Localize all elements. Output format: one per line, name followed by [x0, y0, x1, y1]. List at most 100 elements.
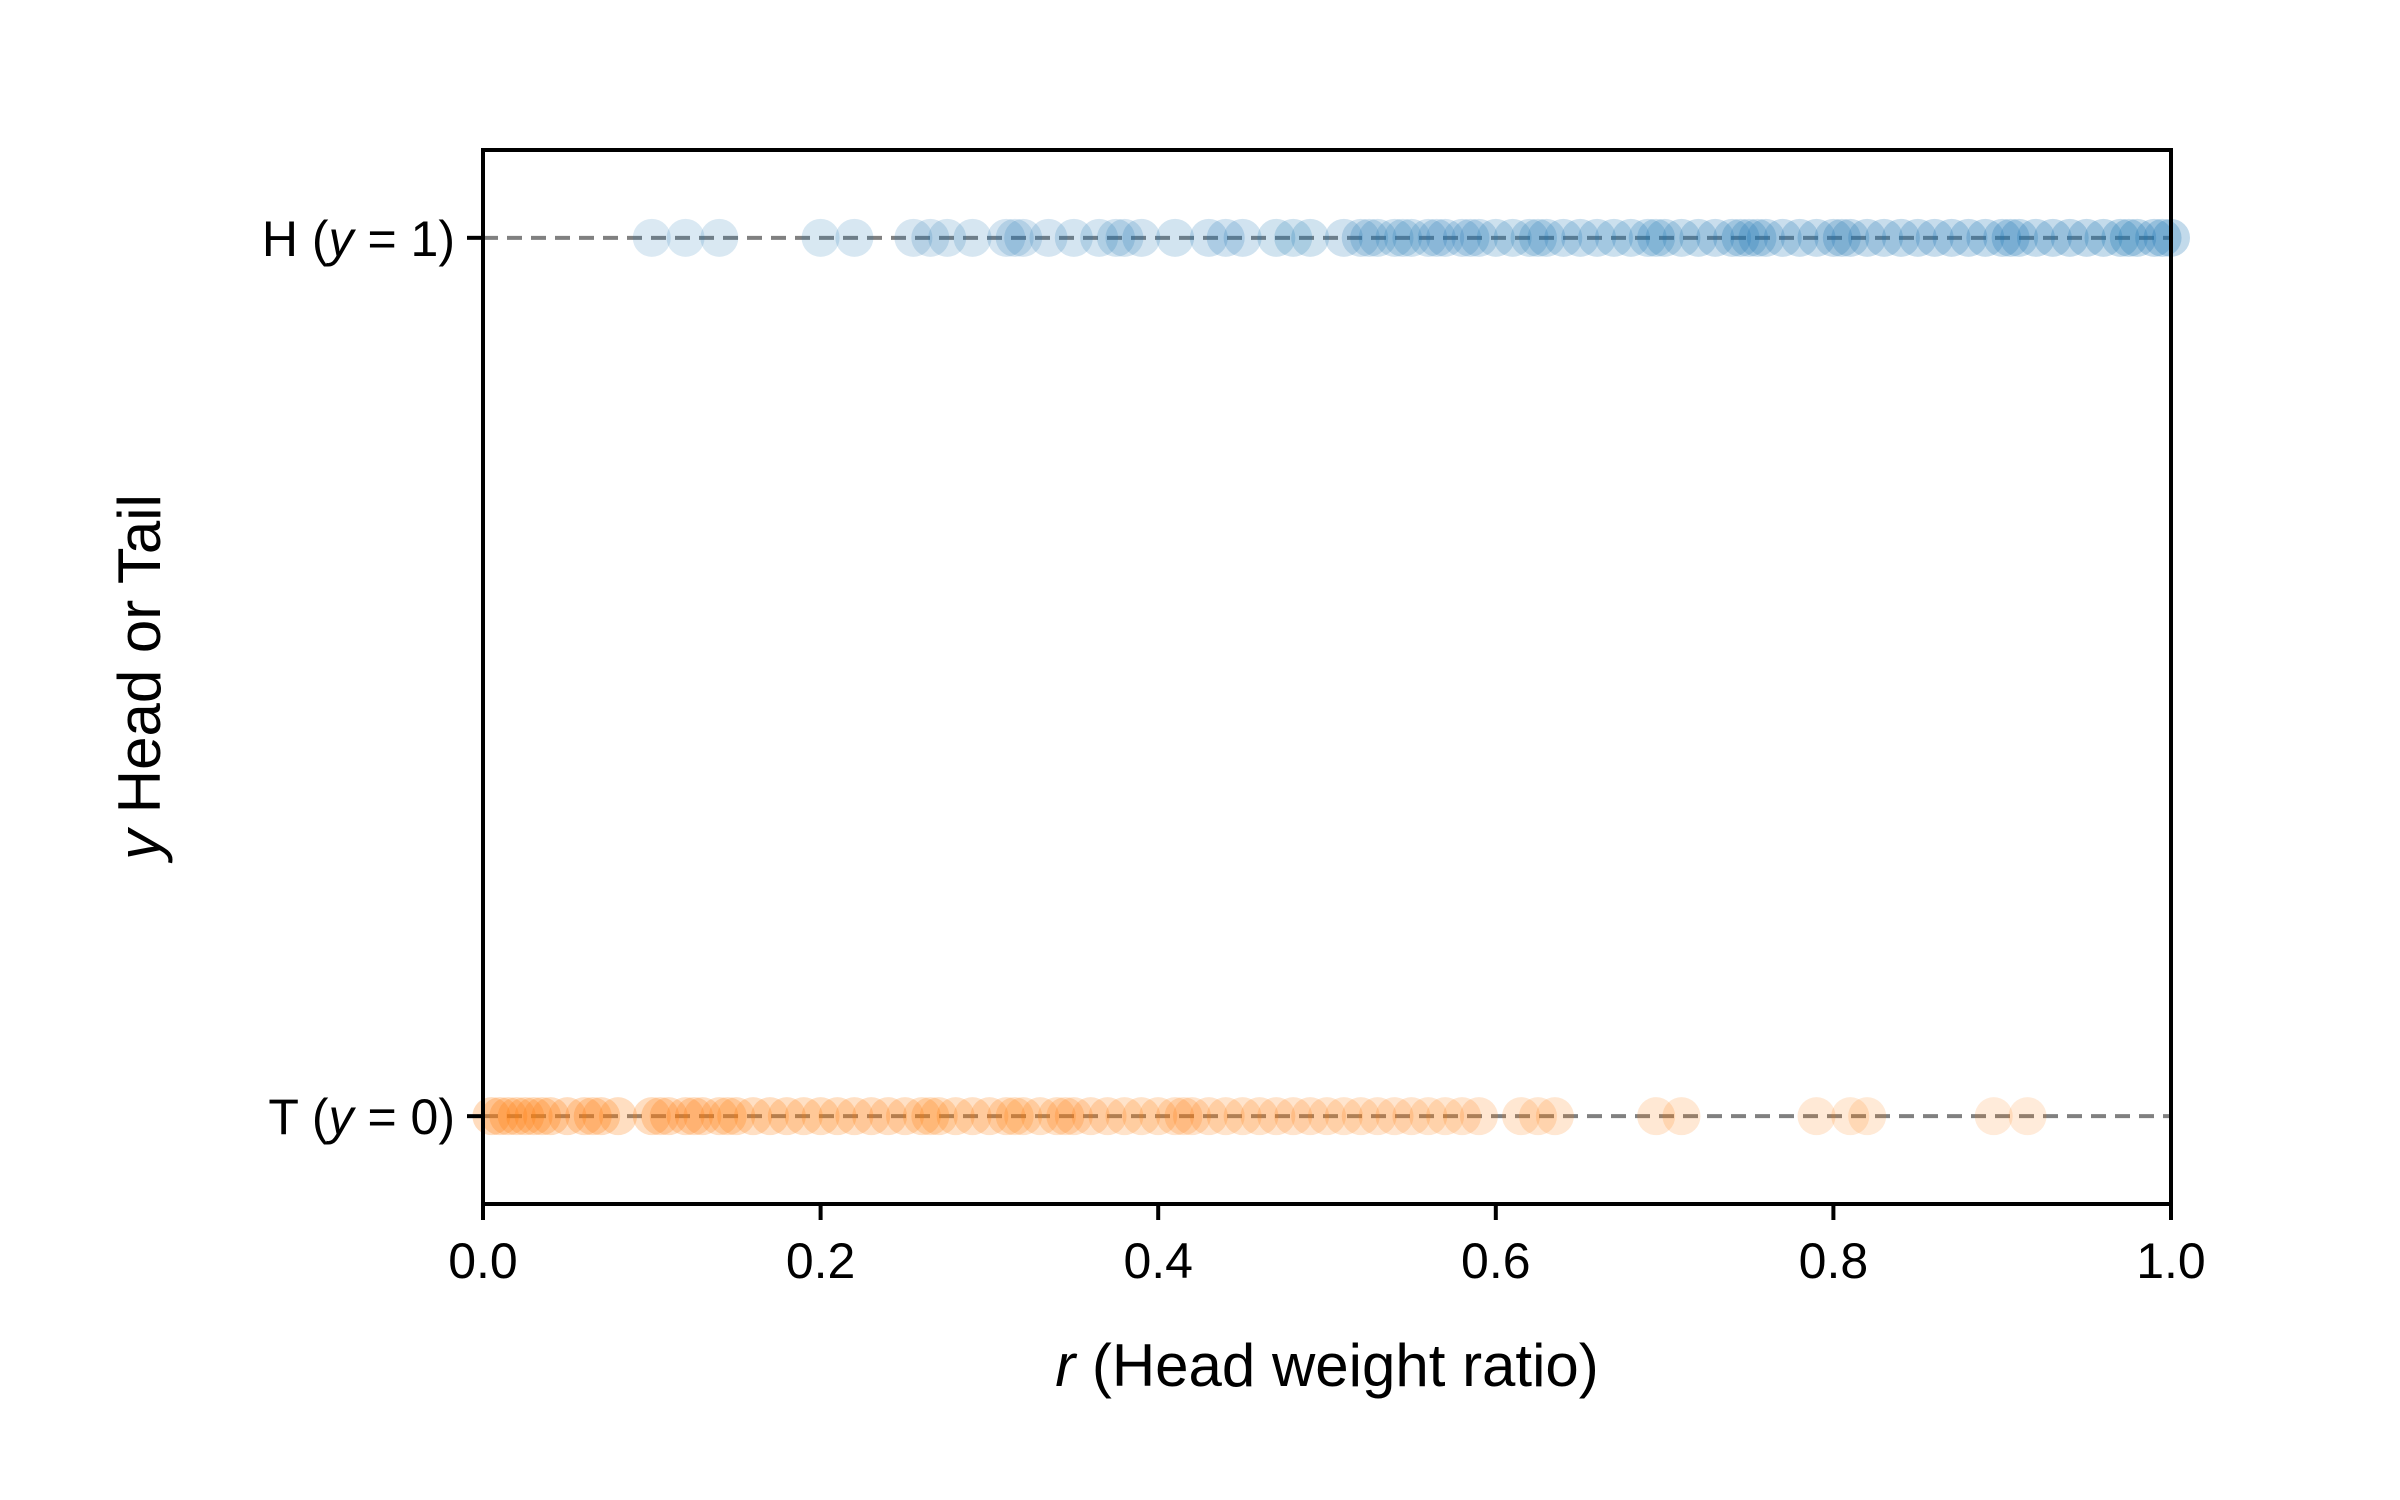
data-point-y0 [1409, 1097, 1448, 1136]
data-point-y0 [523, 1097, 562, 1136]
data-point-y0 [531, 1097, 570, 1136]
data-point-y0 [1974, 1097, 2013, 1136]
data-points [472, 218, 2190, 1136]
data-point-y1 [1409, 218, 1448, 257]
data-point-y0 [573, 1097, 612, 1136]
data-point-y1 [2050, 218, 2089, 257]
data-point-y0 [1037, 1097, 1076, 1136]
data-point-y0 [1004, 1097, 1043, 1136]
y-tick-label-variable: y [326, 211, 357, 267]
data-point-y1 [1291, 218, 1330, 257]
data-point-y1 [1578, 218, 1617, 257]
data-point-y0 [734, 1097, 773, 1136]
data-point-y0 [675, 1097, 713, 1136]
y-tick-label-suffix: = 1) [354, 211, 455, 267]
data-point-y1 [1637, 218, 1676, 257]
data-point-y1 [1983, 218, 2022, 257]
data-point-y1 [1991, 218, 2030, 257]
data-point-y1 [1527, 218, 1566, 257]
data-point-y1 [1451, 218, 1490, 257]
data-point-y0 [641, 1097, 680, 1136]
data-point-y0 [489, 1097, 528, 1136]
data-point-y0 [1291, 1097, 1330, 1136]
data-point-y1 [835, 218, 874, 257]
data-point-y1 [1561, 218, 1600, 257]
data-point-y0 [666, 1097, 705, 1136]
data-point-y1 [1645, 218, 1684, 257]
data-point-y1 [1358, 218, 1397, 257]
data-point-y1 [1738, 218, 1777, 257]
data-point-y0 [649, 1097, 688, 1136]
data-point-y1 [2109, 218, 2148, 257]
reference-lines [483, 235, 2171, 1119]
data-point-y1 [700, 218, 739, 257]
data-point-y0 [506, 1097, 545, 1136]
data-point-y1 [1966, 218, 2005, 257]
data-point-y1 [1392, 218, 1431, 257]
data-point-y1 [1898, 218, 1937, 257]
x-axis-label: r (Head weight ratio) [1055, 1332, 1599, 1399]
data-point-y0 [1831, 1097, 1870, 1136]
data-point-y0 [869, 1097, 908, 1136]
data-point-y0 [2008, 1097, 2047, 1136]
data-point-y0 [1206, 1097, 1245, 1136]
data-point-y1 [1510, 218, 1549, 257]
data-point-y1 [1763, 218, 1802, 257]
data-point-y1 [1822, 218, 1861, 257]
data-point-y0 [1308, 1097, 1346, 1136]
data-point-y0 [497, 1097, 536, 1136]
data-point-y1 [666, 218, 705, 257]
data-point-y1 [953, 218, 992, 257]
y-tick-label: T (y = 0) [268, 1089, 455, 1145]
data-point-y0 [1088, 1097, 1127, 1136]
data-point-y1 [1544, 218, 1583, 257]
data-point-y0 [1189, 1097, 1228, 1136]
data-point-y0 [1071, 1097, 1110, 1136]
data-point-y0 [1046, 1097, 1085, 1136]
data-point-y1 [894, 218, 933, 257]
data-point-y0 [852, 1097, 891, 1136]
data-point-y0 [1054, 1097, 1093, 1136]
data-point-y1 [1721, 218, 1760, 257]
data-point-y1 [1080, 218, 1119, 257]
data-point-y0 [1105, 1097, 1144, 1136]
data-point-y1 [1417, 218, 1456, 257]
data-point-y1 [1004, 218, 1043, 257]
data-point-y1 [987, 218, 1026, 257]
y-axis-label-variable: y [106, 826, 173, 864]
data-point-y0 [1392, 1097, 1431, 1136]
data-point-y1 [2016, 218, 2055, 257]
data-point-y0 [1797, 1097, 1836, 1136]
data-point-y1 [1341, 218, 1380, 257]
data-point-y1 [1780, 218, 1819, 257]
data-point-y0 [784, 1097, 823, 1136]
data-point-y0 [835, 1097, 874, 1136]
data-point-y0 [599, 1097, 638, 1136]
plot-frame [481, 148, 2173, 1206]
x-tick-label: 1.0 [2136, 1233, 2206, 1289]
data-point-y1 [1932, 218, 1971, 257]
data-point-y1 [1881, 218, 1920, 257]
data-point-y0 [801, 1097, 840, 1136]
y-tick-label-prefix: T ( [268, 1089, 329, 1145]
data-point-y1 [1105, 218, 1144, 257]
data-point-y1 [1054, 218, 1093, 257]
data-point-y1 [2118, 218, 2157, 257]
data-point-y0 [1358, 1097, 1397, 1136]
data-point-y1 [2000, 218, 2039, 257]
data-point-y1 [1324, 218, 1363, 257]
data-point-y1 [1696, 218, 1735, 257]
data-point-y1 [1797, 218, 1836, 257]
data-point-y1 [1814, 218, 1853, 257]
data-point-y0 [987, 1097, 1026, 1136]
data-point-y1 [2101, 218, 2140, 257]
data-point-y1 [1029, 218, 1068, 257]
data-point-y1 [2067, 218, 2106, 257]
data-point-y1 [1375, 218, 1414, 257]
x-tick-label: 0.8 [1799, 1233, 1869, 1289]
data-point-y1 [1383, 218, 1422, 257]
data-point-y1 [1679, 218, 1718, 257]
data-point-y0 [514, 1097, 553, 1136]
data-point-y1 [1493, 218, 1532, 257]
